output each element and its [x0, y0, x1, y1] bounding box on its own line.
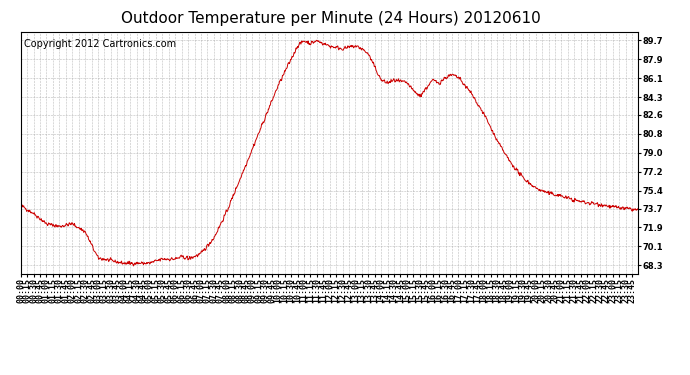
Text: Copyright 2012 Cartronics.com: Copyright 2012 Cartronics.com: [23, 39, 176, 49]
Text: Outdoor Temperature per Minute (24 Hours) 20120610: Outdoor Temperature per Minute (24 Hours…: [121, 11, 541, 26]
